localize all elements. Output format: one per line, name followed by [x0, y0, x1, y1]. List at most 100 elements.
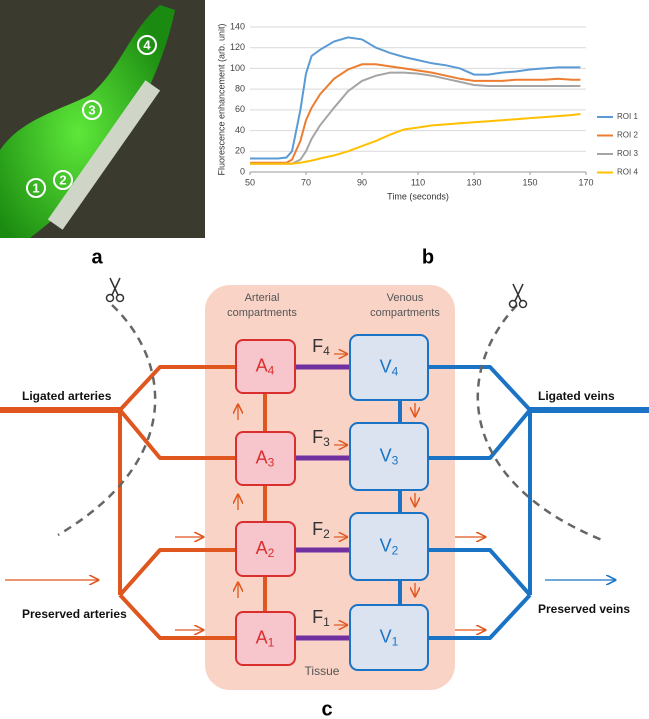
arterial-label: A3 — [256, 447, 275, 469]
tissue-label: Tissue — [305, 664, 340, 678]
flow-label-letter: F — [312, 607, 323, 627]
data-line — [250, 36, 581, 160]
photo — [0, 0, 205, 238]
venous-label-subscript: 3 — [392, 454, 399, 468]
venous-label-letter: V — [380, 356, 392, 376]
flow-label-subscript: 3 — [323, 435, 330, 449]
y-tick-label: 140 — [230, 21, 245, 31]
compartment-title: Arterial — [245, 292, 280, 304]
panel-label: c — [321, 698, 332, 719]
vein — [428, 408, 532, 460]
compartment-title: compartments — [370, 307, 440, 319]
roi-marker — [26, 178, 46, 198]
arterial-label-subscript: 2 — [268, 546, 275, 560]
y-tick-label: 40 — [235, 125, 245, 135]
arterial-label: A2 — [256, 538, 275, 560]
panel-label: b — [422, 246, 434, 268]
roi-marker — [137, 35, 157, 55]
x-tick-label: 110 — [411, 177, 425, 187]
data-line — [250, 71, 581, 165]
arterial-label-letter: A — [256, 447, 268, 467]
venous-label-letter: V — [380, 445, 392, 465]
y-tick-label: 80 — [235, 84, 245, 94]
pathway-label: Ligated veins — [538, 389, 615, 403]
artery — [118, 593, 236, 640]
artery — [118, 548, 236, 597]
arterial-label-letter: A — [256, 627, 268, 647]
x-tick-label: 50 — [245, 177, 255, 187]
legend-label: ROI 3 — [617, 149, 638, 158]
y-axis-label: Fluorescence enhancement (arb. unit) — [216, 23, 226, 175]
y-tick-label: 0 — [240, 166, 245, 176]
venous-compartment — [349, 512, 429, 581]
venous-label: V3 — [380, 445, 399, 467]
scissors — [508, 299, 518, 309]
vein — [428, 548, 532, 597]
scissors — [109, 277, 121, 296]
roi-marker-label: 1 — [32, 180, 39, 195]
roi-marker-label: 4 — [143, 37, 151, 52]
cut-line — [57, 304, 157, 537]
arterial-label-subscript: 3 — [268, 456, 275, 470]
x-tick-label: 130 — [466, 177, 481, 187]
arterial-label-letter: A — [256, 538, 268, 558]
artery — [118, 408, 236, 460]
artery — [118, 365, 236, 412]
cut-line — [476, 304, 603, 542]
arterial-compartment — [235, 521, 296, 577]
y-tick-label: 100 — [230, 63, 245, 73]
venous-label-letter: V — [380, 535, 392, 555]
legend-label: ROI 1 — [617, 112, 638, 121]
venous-compartment — [349, 334, 429, 401]
venous-label-letter: V — [380, 626, 392, 646]
flow-label-subscript: 1 — [323, 615, 330, 629]
roi-marker-label: 3 — [88, 102, 95, 117]
legend-label: ROI 2 — [617, 131, 638, 140]
data-line — [250, 113, 581, 165]
roi-marker — [53, 170, 73, 190]
x-tick-label: 170 — [578, 177, 593, 187]
flow-label-subscript: 2 — [323, 527, 330, 541]
scissors — [518, 299, 528, 309]
flow-label: F3 — [312, 427, 330, 449]
venous-compartment — [349, 422, 429, 491]
scissors — [115, 293, 125, 303]
venous-label: V4 — [380, 356, 399, 378]
flow-label-subscript: 4 — [323, 344, 330, 358]
flow-label: F2 — [312, 519, 330, 541]
flow-label-letter: F — [312, 427, 323, 447]
venous-label: V2 — [380, 535, 399, 557]
roi-marker — [82, 100, 102, 120]
arterial-label: A4 — [256, 355, 275, 377]
panel-label: a — [91, 246, 103, 268]
compartment-title: Venous — [387, 292, 424, 304]
x-tick-label: 90 — [357, 177, 367, 187]
arterial-label-subscript: 4 — [268, 364, 275, 378]
arterial-label: A1 — [256, 627, 275, 649]
flow-label: F1 — [312, 607, 330, 629]
arterial-compartment — [235, 431, 296, 486]
roi-marker-label: 2 — [59, 172, 66, 187]
arterial-label-subscript: 1 — [268, 636, 275, 650]
compartment-title: compartments — [227, 307, 297, 319]
data-line — [250, 63, 581, 164]
legend-label: ROI 4 — [617, 168, 638, 177]
flow-label-letter: F — [312, 519, 323, 539]
venous-compartment — [349, 604, 429, 671]
arterial-compartment — [235, 611, 296, 666]
venous-label-subscript: 4 — [392, 365, 399, 379]
venous-label-subscript: 1 — [392, 635, 399, 649]
y-tick-label: 20 — [235, 146, 245, 156]
pathway-label: Preserved arteries — [22, 607, 127, 621]
vein — [428, 593, 532, 640]
pathway-label: Ligated arteries — [22, 389, 112, 403]
x-tick-label: 70 — [301, 177, 311, 187]
x-tick-label: 150 — [522, 177, 537, 187]
vein — [428, 365, 532, 412]
y-tick-label: 120 — [230, 42, 245, 52]
scissors — [105, 293, 115, 303]
flow-label: F4 — [312, 336, 330, 358]
flow-label-letter: F — [312, 336, 323, 356]
venous-label: V1 — [380, 626, 399, 648]
